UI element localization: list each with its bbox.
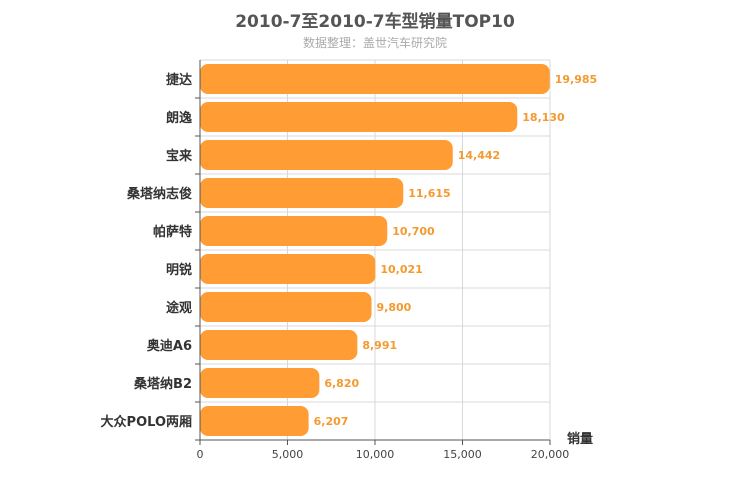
x-tick-label: 10,000 (356, 448, 395, 461)
data-label: 8,991 (362, 339, 397, 352)
y-tick-label: 奥迪A6 (147, 338, 192, 354)
y-tick-label: 桑塔纳B2 (133, 376, 192, 392)
y-tick-label: 帕萨特 (153, 224, 192, 240)
bar (200, 368, 320, 398)
chart-subtitle: 数据整理：盖世汽车研究院 (302, 36, 447, 50)
x-tick-label: 0 (197, 448, 204, 461)
bar (200, 140, 453, 170)
data-label: 19,985 (555, 73, 597, 86)
x-axis-title: 销量 (567, 431, 593, 447)
bar (200, 64, 550, 94)
data-label: 9,800 (377, 301, 412, 314)
bar (200, 102, 518, 132)
y-tick-label: 朗逸 (166, 110, 192, 126)
data-label: 10,700 (392, 225, 435, 238)
y-tick-label: 大众POLO两厢 (101, 414, 192, 430)
bar (200, 406, 309, 436)
x-tick-label: 5,000 (272, 448, 304, 461)
data-label: 6,820 (324, 377, 359, 390)
y-tick-label: 捷达 (166, 72, 192, 88)
bar (200, 216, 388, 246)
x-tick-label: 20,000 (531, 448, 570, 461)
data-label: 10,021 (380, 263, 422, 276)
bar (200, 292, 372, 322)
y-tick-label: 明锐 (166, 262, 192, 278)
data-label: 11,615 (408, 187, 450, 200)
data-label: 18,130 (522, 111, 565, 124)
y-tick-label: 途观 (166, 300, 192, 316)
bar (200, 330, 358, 360)
data-label: 14,442 (458, 149, 500, 162)
chart-title: 2010-7至2010-7车型销量TOP10 (235, 12, 515, 32)
x-tick-label: 15,000 (443, 448, 482, 461)
data-label: 6,207 (314, 415, 349, 428)
y-tick-label: 宝来 (166, 148, 193, 164)
bar (200, 178, 404, 208)
y-tick-label: 桑塔纳志俊 (126, 186, 192, 202)
bar (200, 254, 376, 284)
